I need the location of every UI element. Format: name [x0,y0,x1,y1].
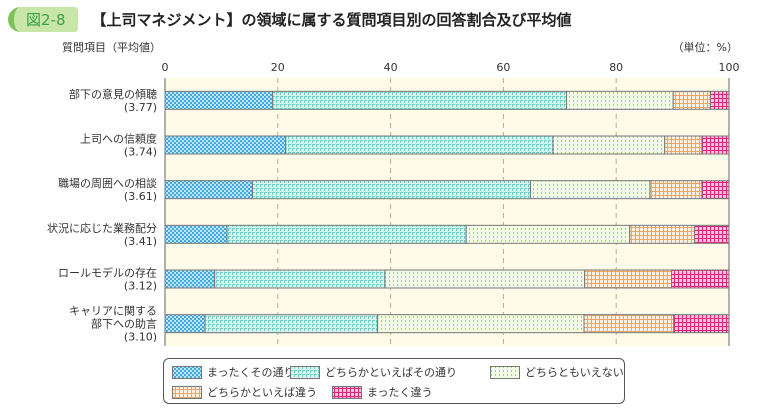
legend-item: どちらかといえばその通り [290,364,457,380]
mean-value: (3.74) [124,146,157,159]
legend-label: どちらかといえばその通り [325,366,457,379]
figure-header: 図2-8 【上司マネジメント】の領域に属する質問項目別の回答割合及び平均値 [8,6,572,32]
category-label: 部下の意見の傾聴(3.77) [69,87,157,114]
category-label: 職場の周囲への相談(3.61) [58,176,157,203]
legend-item: どちらかといえば違う [172,384,317,400]
bar-segment [694,224,730,244]
x-tick-label: 80 [609,61,623,74]
legend-swatch [490,365,520,379]
legend-label: どちらともいえない [525,366,624,379]
x-tick-label: 100 [719,61,740,74]
figure-title: 【上司マネジメント】の領域に属する質問項目別の回答割合及び平均値 [91,10,572,29]
bar-segment [673,314,730,334]
category-name: 職場の周囲への相談 [58,176,157,190]
mean-value: (3.12) [124,280,157,293]
plot-area [165,78,729,346]
category-name: 上司への信頼度 [80,132,157,146]
legend: まったくその通り どちらかといえばその通り どちらともいえないどちらかといえば違う ま… [163,358,625,404]
category-name: 部下の意見の傾聴 [69,87,157,101]
bar-segment [465,224,631,244]
bar-segment [226,224,467,244]
y-axis-title: 質問項目（平均値） [62,40,161,54]
category-label: 上司への信頼度(3.74) [80,132,157,159]
legend-item: まったく違う [332,384,433,400]
bar-segment [251,180,531,200]
legend-label: どちらかといえば違う [207,386,317,399]
bar-segment [529,180,651,200]
bar-segment [664,135,703,155]
legend-swatch [172,385,202,399]
category-name: ロールモデルの存在 [58,266,157,280]
category-label: ロールモデルの存在(3.12) [58,266,157,293]
mean-value: (3.41) [124,235,157,248]
mean-value: (3.77) [124,101,157,114]
bar-segment [649,180,703,200]
mean-value: (3.61) [124,190,157,203]
bar-segment [670,269,730,289]
x-tick-label: 60 [496,61,510,74]
bar-segment [701,135,730,155]
figure-label: 図2-8 [8,6,78,32]
x-tick-label: 0 [162,61,169,74]
bar-segment [672,90,711,110]
bar-segment [164,90,274,110]
bar-segment [164,135,287,155]
bar-segment [377,314,585,334]
bar-segment [584,269,672,289]
legend-swatch [332,385,362,399]
legend-item: まったくその通り [172,364,295,380]
bar-segment [272,90,568,110]
unit-label: （単位：%） [673,40,738,54]
category-name: 状況に応じた業務配分 [47,221,157,235]
legend-swatch [172,365,202,379]
x-tick-label: 40 [384,61,398,74]
bar-segment [701,180,730,200]
bar-segment [566,90,674,110]
bar-segment [629,224,696,244]
bar-segment [164,224,228,244]
legend-item: どちらともいえない [490,364,624,380]
legend-label: まったくその通り [207,366,295,379]
bar-segment [164,269,216,289]
bar-segment [204,314,379,334]
bar-segment [583,314,675,334]
category-name: 部下への助言 [91,317,157,331]
bar-segment [214,269,386,289]
bar-segment [164,180,253,200]
bar-segment [552,135,666,155]
bar-segment [709,90,730,110]
category-label: 状況に応じた業務配分(3.41) [47,221,157,248]
bar-segment [384,269,586,289]
bar-segment [285,135,554,155]
legend-label: まったく違う [367,386,433,399]
mean-value: (3.10) [124,331,157,344]
bar-segment [164,314,206,334]
category-name: キャリアに関する [69,305,157,318]
legend-swatch [290,365,320,379]
x-tick-label: 20 [271,61,285,74]
